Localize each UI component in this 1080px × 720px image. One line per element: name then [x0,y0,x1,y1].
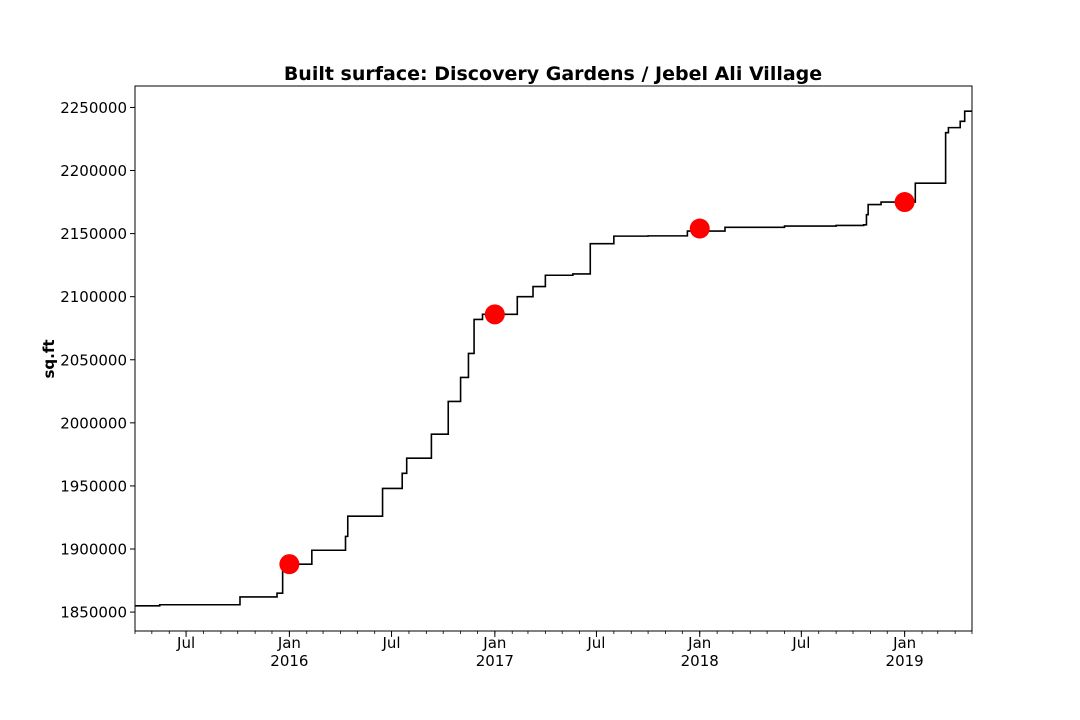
marker-point-3 [894,192,915,213]
series-line-0 [135,110,972,607]
y-tick-label-5: 2100000 [60,288,127,306]
x-tick-year-label-5: 2018 [681,652,719,670]
x-tick-label-3: Jan [482,634,506,652]
x-tick-label-0: Jul [176,634,195,652]
chart-title: Built surface: Discovery Gardens / Jebel… [284,63,822,85]
y-tick-label-1: 1900000 [60,540,127,558]
y-tick-label-0: 1850000 [60,604,127,622]
x-tick-year-label-3: 2017 [476,652,514,670]
marker-point-2 [689,218,710,239]
x-tick-label-7: Jan [892,634,916,652]
y-tick-label-8: 2250000 [60,99,127,117]
axes: 1850000 1900000 1950000 2000000 2050000 21000… [60,99,973,670]
x-tick-year-label-1: 2016 [270,652,308,670]
plot-frame [134,85,973,632]
x-tick-label-5: Jan [687,634,711,652]
y-tick-label-7: 2200000 [60,162,127,180]
y-tick-label-4: 2050000 [60,351,127,369]
y-tick-label-6: 2150000 [60,225,127,243]
x-tick-label-2: Jul [381,634,400,652]
y-axis-label: sq.ft [40,339,58,378]
marker-point-0 [279,554,300,575]
x-tick-year-label-7: 2019 [886,652,924,670]
x-tick-label-6: Jul [791,634,810,652]
plot-area [135,110,972,607]
x-tick-label-1: Jan [277,634,301,652]
x-tick-label-4: Jul [586,634,605,652]
marker-point-1 [484,304,505,325]
y-tick-label-2: 1950000 [60,477,127,495]
y-tick-label-3: 2000000 [60,414,127,432]
